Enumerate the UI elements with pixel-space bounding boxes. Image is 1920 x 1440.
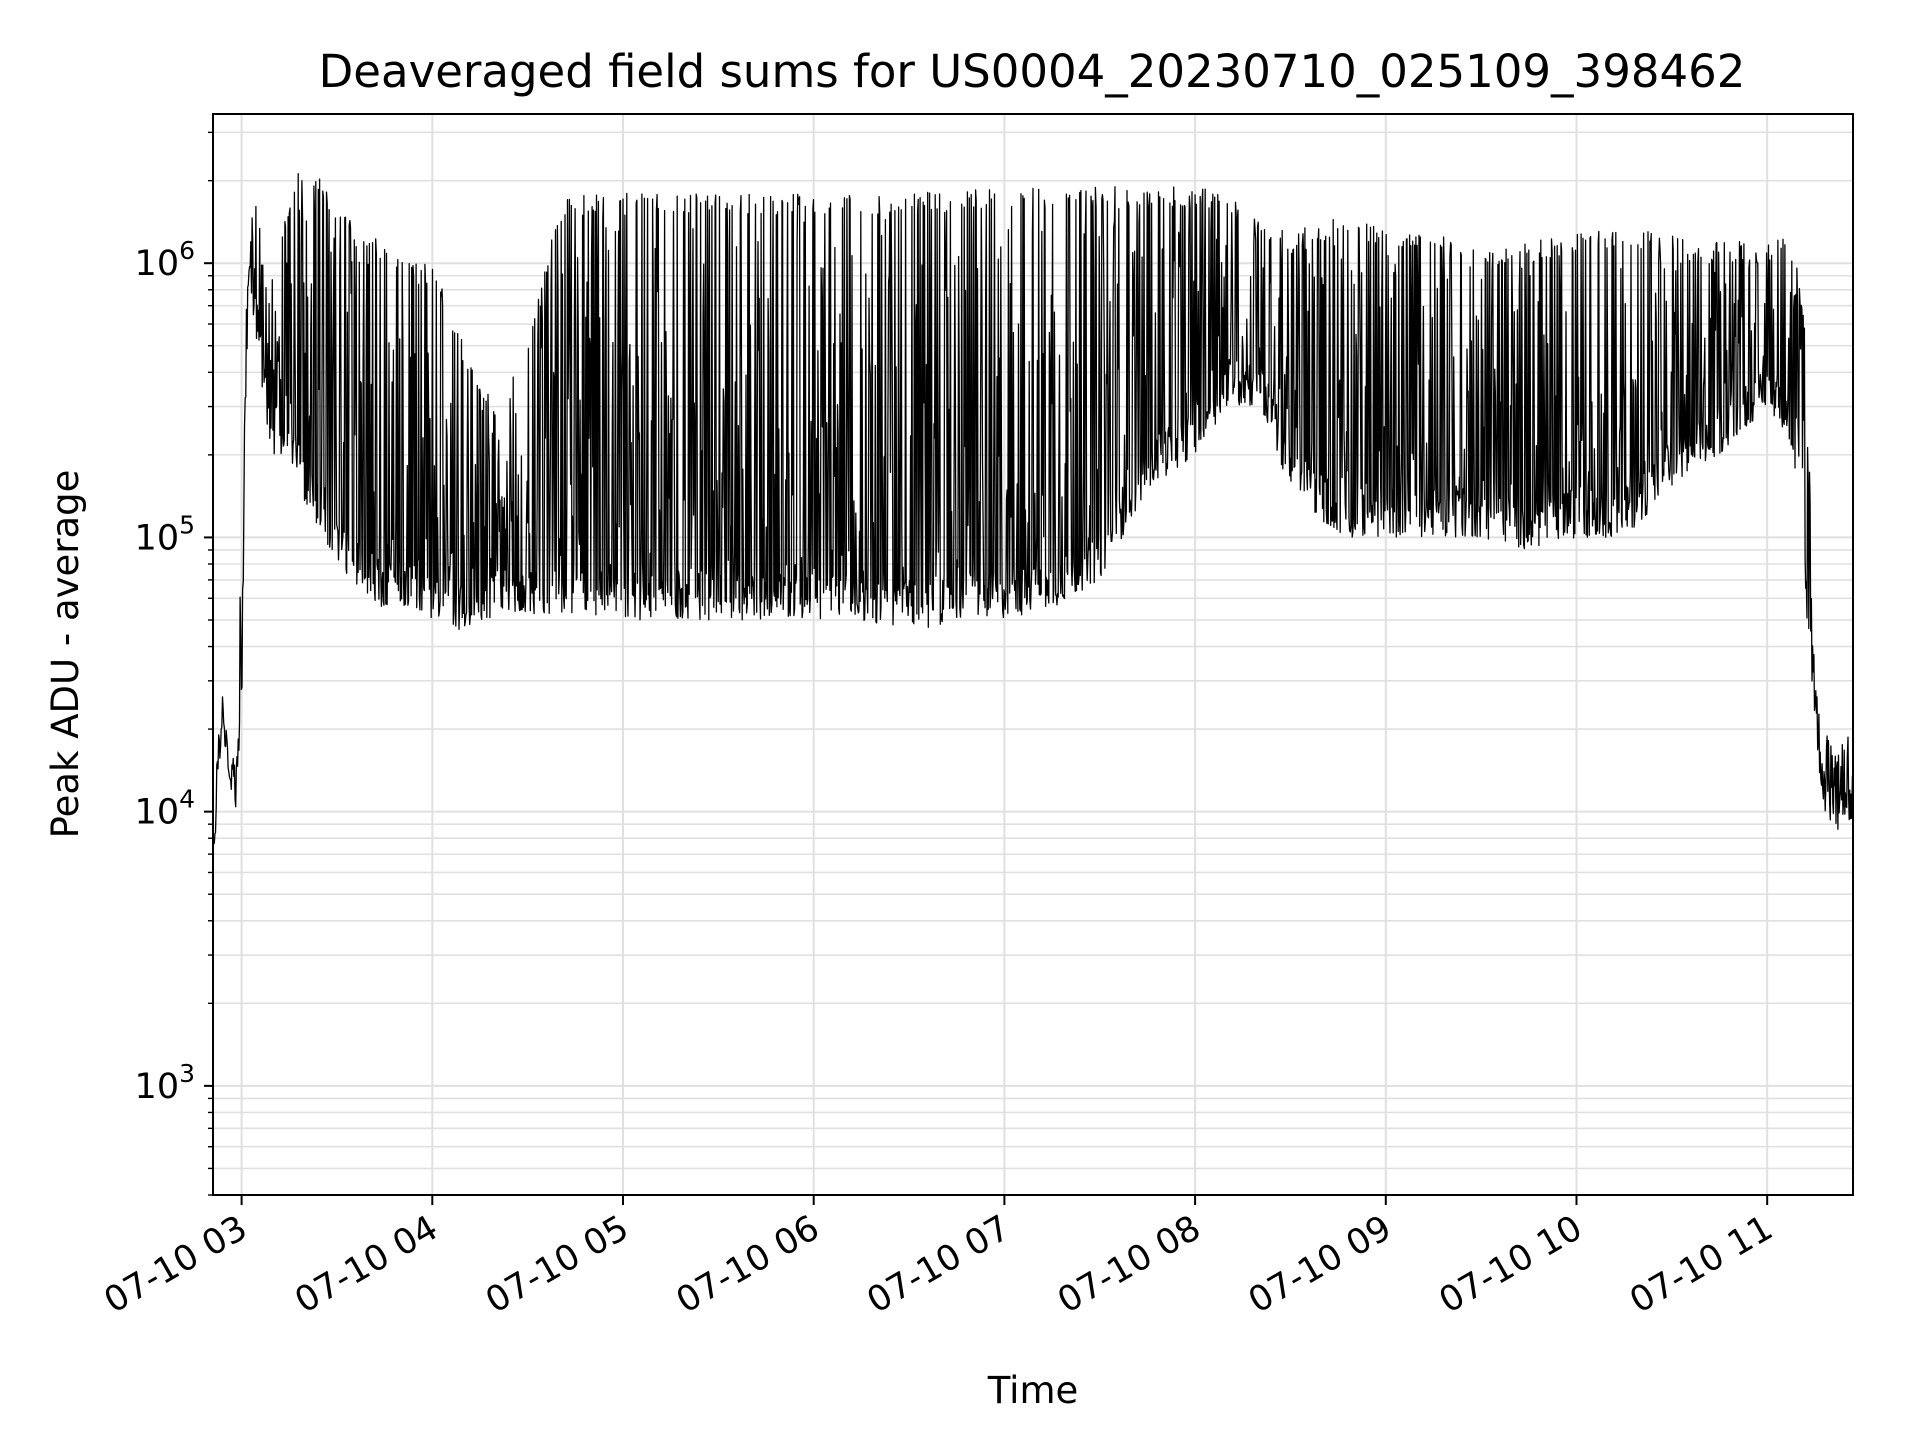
- y-axis-label: Peak ADU - average: [44, 470, 87, 839]
- x-tick-label: 07-10 10: [1433, 1208, 1589, 1321]
- x-tick-label: 07-10 11: [1623, 1208, 1779, 1321]
- x-axis: 07-10 03 07-10 04 07-10 05 07-10 06 07-10 07…: [98, 1195, 1780, 1321]
- y-tick-label: 105: [135, 510, 195, 558]
- y-tick-label: 104: [135, 785, 195, 833]
- x-tick-label: 07-10 07: [861, 1208, 1017, 1321]
- plot-area-frame: [212, 113, 1854, 1196]
- series-line: [212, 173, 1854, 848]
- y-axis: 103 104 105 106: [135, 131, 213, 1196]
- x-tick-label: 07-10 08: [1051, 1208, 1207, 1321]
- x-tick-label: 07-10 03: [98, 1208, 254, 1321]
- x-axis-label: Time: [987, 1369, 1079, 1412]
- x-tick-label: 07-10 06: [670, 1208, 826, 1321]
- y-tick-label: 103: [135, 1059, 195, 1107]
- y-tick-label: 106: [135, 236, 195, 284]
- chart-title: Deaveraged field sums for US0004_2023071…: [319, 45, 1746, 98]
- x-tick-label: 07-10 09: [1242, 1208, 1398, 1321]
- series-trace: [212, 173, 1854, 848]
- x-tick-label: 07-10 04: [289, 1208, 445, 1321]
- x-tick-label: 07-10 05: [479, 1208, 635, 1321]
